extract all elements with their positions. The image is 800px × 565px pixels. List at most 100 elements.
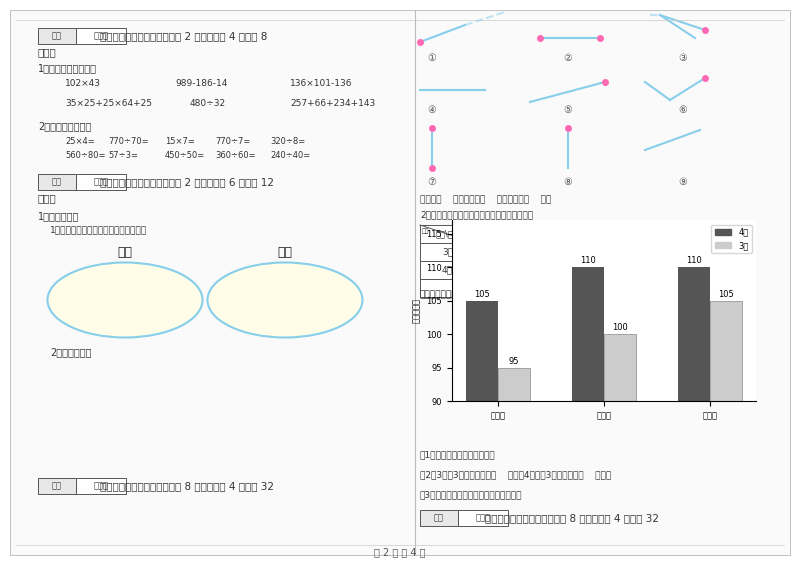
Text: 105: 105 (474, 290, 490, 299)
Text: （3）还能提出哪些问题？试有解决一下。: （3）还能提出哪些问题？试有解决一下。 (420, 490, 522, 499)
Bar (604, 334, 636, 565)
Text: 989-186-14: 989-186-14 (175, 80, 227, 89)
Text: 35×25+25×64+25: 35×25+25×64+25 (65, 99, 152, 108)
Text: 95: 95 (504, 247, 516, 257)
Ellipse shape (207, 263, 362, 337)
Text: 分）。: 分）。 (38, 47, 57, 57)
Text: 锐角: 锐角 (118, 246, 133, 259)
Text: 240÷40=: 240÷40= (270, 151, 310, 160)
Text: 直线有（    ），射线有（    ），线段有（    ）。: 直线有（ ），射线有（ ），线段有（ ）。 (420, 195, 551, 205)
Text: 770÷7=: 770÷7= (215, 137, 250, 146)
Text: 六、应用知识，解决问题（共 8 小题，每题 4 分，共 32: 六、应用知识，解决问题（共 8 小题，每题 4 分，共 32 (485, 513, 659, 523)
Text: 1、综合训练。: 1、综合训练。 (38, 211, 79, 221)
Text: ②: ② (564, 53, 572, 63)
Text: 95: 95 (509, 357, 519, 366)
Text: 五年级: 五年级 (573, 229, 587, 238)
FancyBboxPatch shape (38, 174, 76, 190)
Legend: 4月, 3月: 4月, 3月 (711, 224, 752, 253)
FancyBboxPatch shape (615, 243, 685, 261)
Text: 五、认真思考，综合能力（共 2 小题，每题 6 分，共 12: 五、认真思考，综合能力（共 2 小题，每题 6 分，共 12 (100, 177, 274, 187)
Text: ⑤: ⑤ (564, 105, 572, 115)
Bar (572, 267, 604, 565)
Text: ④: ④ (428, 105, 436, 115)
Text: 105: 105 (502, 266, 518, 275)
Text: 110: 110 (642, 266, 658, 275)
FancyBboxPatch shape (615, 261, 685, 279)
Text: 六、应用知识，解决问题（共 8 小题，每题 4 分，共 32: 六、应用知识，解决问题（共 8 小题，每题 4 分，共 32 (100, 481, 274, 491)
FancyBboxPatch shape (420, 261, 475, 279)
FancyBboxPatch shape (420, 510, 458, 526)
Text: 3月: 3月 (442, 247, 453, 257)
Text: 得分: 得分 (434, 514, 444, 523)
Text: 第 2 页 共 4 页: 第 2 页 共 4 页 (374, 547, 426, 557)
Text: ③: ③ (678, 53, 687, 63)
Text: 110: 110 (580, 256, 596, 265)
FancyBboxPatch shape (545, 225, 615, 243)
FancyBboxPatch shape (420, 279, 475, 297)
FancyBboxPatch shape (545, 243, 615, 261)
Text: 钝角: 钝角 (278, 246, 293, 259)
Text: 560÷80=: 560÷80= (65, 151, 106, 160)
Text: 2、看图填空。: 2、看图填空。 (50, 347, 91, 357)
FancyBboxPatch shape (475, 243, 545, 261)
FancyBboxPatch shape (615, 225, 685, 243)
Text: ⑨: ⑨ (678, 177, 687, 187)
Text: 100: 100 (612, 323, 628, 332)
Text: 月份\年级: 月份\年级 (436, 229, 459, 238)
FancyBboxPatch shape (475, 279, 545, 297)
FancyBboxPatch shape (76, 28, 126, 44)
FancyBboxPatch shape (615, 279, 685, 297)
Text: 57÷3=: 57÷3= (108, 151, 138, 160)
Text: 2、直接写出得数。: 2、直接写出得数。 (38, 121, 91, 131)
Bar (710, 301, 742, 565)
Text: 360÷60=: 360÷60= (215, 151, 256, 160)
Text: ⑧: ⑧ (564, 177, 572, 187)
Text: 25×4=: 25×4= (65, 137, 94, 146)
Text: 1、用简便方法计算。: 1、用简便方法计算。 (38, 63, 97, 73)
FancyBboxPatch shape (76, 174, 126, 190)
FancyBboxPatch shape (475, 225, 545, 243)
Text: ⑥: ⑥ (678, 105, 687, 115)
Text: 257+66+234+143: 257+66+234+143 (290, 99, 375, 108)
Bar (466, 301, 498, 565)
Text: 110: 110 (686, 256, 702, 265)
Bar (678, 267, 710, 565)
Text: 110: 110 (571, 266, 589, 275)
FancyBboxPatch shape (76, 478, 126, 494)
FancyBboxPatch shape (10, 10, 790, 555)
Text: 4月: 4月 (442, 266, 453, 275)
Text: 评卷人: 评卷人 (94, 177, 109, 186)
Text: 评卷人: 评卷人 (94, 32, 109, 41)
Text: 得分: 得分 (52, 32, 62, 41)
Text: 320÷8=: 320÷8= (270, 137, 306, 146)
Text: 年级: 年级 (466, 234, 473, 240)
Text: 评卷人: 评卷人 (475, 514, 490, 523)
Text: ⑦: ⑦ (428, 177, 436, 187)
Text: 根据统计表信息完成下面的统计图，并回答下面的问题。: 根据统计表信息完成下面的统计图，并回答下面的问题。 (420, 290, 554, 299)
FancyBboxPatch shape (545, 279, 615, 297)
FancyBboxPatch shape (458, 510, 508, 526)
Bar (498, 368, 530, 565)
Text: 月份: 月份 (422, 228, 430, 233)
FancyBboxPatch shape (420, 243, 475, 261)
Y-axis label: 数量（棵）: 数量（棵） (412, 298, 421, 323)
Text: 105: 105 (642, 247, 658, 257)
Text: （2）3月份3个年级共植树（    ）棵，4月份比3月份多植树（    ）棵。: （2）3月份3个年级共植树（ ）棵，4月份比3月份多植树（ ）棵。 (420, 471, 611, 480)
Text: 2、下面是某小学三个年级植树情况的统计表。: 2、下面是某小学三个年级植树情况的统计表。 (420, 211, 533, 219)
Text: 四年级: 四年级 (502, 229, 518, 238)
Text: 450÷50=: 450÷50= (165, 151, 206, 160)
FancyBboxPatch shape (38, 478, 76, 494)
Text: 136×101-136: 136×101-136 (290, 80, 353, 89)
Text: 评卷人: 评卷人 (94, 481, 109, 490)
Text: 100: 100 (571, 247, 589, 257)
Text: 得分: 得分 (52, 177, 62, 186)
Text: 105: 105 (718, 290, 734, 299)
Text: 102×43: 102×43 (65, 80, 101, 89)
FancyBboxPatch shape (38, 28, 76, 44)
Ellipse shape (47, 263, 202, 337)
FancyBboxPatch shape (545, 261, 615, 279)
Text: 480÷32: 480÷32 (190, 99, 226, 108)
Text: 分）。: 分）。 (38, 193, 57, 203)
Text: 得分: 得分 (52, 481, 62, 490)
Text: （1）哪个年级春季植树最多？: （1）哪个年级春季植树最多？ (420, 450, 496, 459)
